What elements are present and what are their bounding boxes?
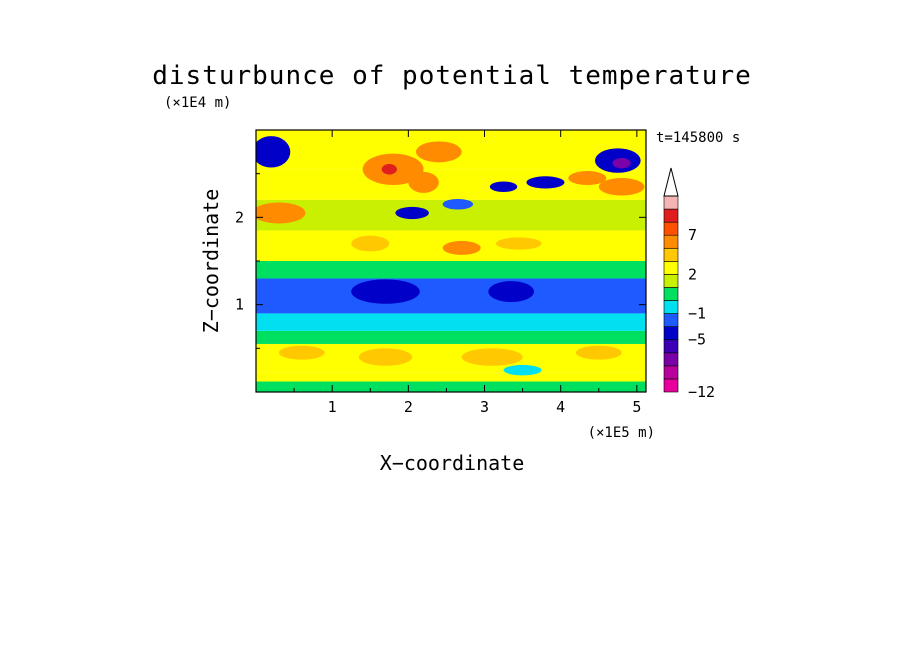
x-tick-label-2: 2: [404, 398, 413, 416]
x-tick-label-4: 4: [556, 398, 565, 416]
y-axis: 12: [235, 173, 646, 349]
y-unit-label: (×1E4 m): [164, 95, 231, 111]
field-feature-15: [489, 181, 518, 193]
colorbar-swatch-8: [663, 274, 679, 288]
field-feature-21: [358, 348, 413, 366]
field-feature-7: [442, 240, 481, 255]
chart-title: disturbunce of potential temperature: [152, 61, 752, 91]
field-feature-19: [301, 280, 348, 295]
colorbar-extend-arrow: [663, 167, 679, 197]
field-feature-9: [351, 235, 390, 252]
field-feature-10: [256, 136, 291, 168]
field-feature-12: [612, 157, 631, 169]
x-tick-label-1: 1: [328, 398, 337, 416]
y-tick-label-2: 2: [235, 208, 244, 226]
colorbar-swatch-11: [663, 234, 679, 249]
colorbar-label-4: 7: [688, 226, 697, 244]
contour-field: [256, 130, 646, 392]
x-axis: 1 2 3 4 5: [293, 130, 641, 416]
field-feature-22: [461, 348, 523, 366]
colorbar-label-0: −12: [688, 383, 715, 401]
x-tick-label-3: 3: [480, 398, 489, 416]
field-band-0: [256, 381, 646, 392]
field-band-3: [256, 330, 646, 344]
field-band-6: [256, 261, 646, 279]
colorbar-swatch-13: [663, 208, 679, 223]
field-band-4: [256, 313, 646, 331]
colorbar-swatch-7: [663, 287, 679, 301]
field-feature-5: [568, 171, 607, 186]
x-tick-label-5: 5: [632, 398, 641, 416]
time-label: t=145800 s: [656, 130, 740, 146]
colorbar-swatch-10: [663, 247, 679, 262]
field-feature-0: [256, 202, 306, 224]
colorbar-swatch-0: [663, 378, 679, 393]
colorbar-swatch-1: [663, 365, 679, 380]
colorbar-swatch-4: [663, 326, 679, 341]
field-feature-20: [560, 295, 607, 306]
field-feature-25: [503, 364, 542, 376]
x-unit-label: (×1E5 m): [588, 425, 655, 441]
field-feature-18: [488, 281, 535, 303]
field-feature-3: [408, 171, 439, 193]
colorbar-swatch-6: [663, 300, 679, 314]
colorbar-swatch-12: [663, 221, 679, 236]
colorbar-swatch-9: [663, 261, 679, 275]
field-band-1: [256, 372, 646, 382]
field-feature-14: [442, 198, 474, 210]
field-feature-13: [395, 206, 429, 220]
colorbar: −12−5−127: [663, 167, 715, 401]
field-feature-17: [351, 279, 420, 304]
field-feature-8: [495, 237, 542, 250]
field-feature-24: [278, 345, 325, 360]
colorbar-swatch-2: [663, 352, 679, 367]
y-tick-label-1: 1: [235, 296, 244, 314]
colorbar-swatch-14: [663, 195, 679, 210]
colorbar-swatch-5: [663, 313, 679, 327]
colorbar-label-1: −5: [688, 331, 706, 349]
field-feature-6: [598, 178, 645, 196]
colorbar-swatch-3: [663, 339, 679, 354]
field-feature-2: [381, 164, 397, 175]
colorbar-label-2: −1: [688, 305, 706, 323]
colorbar-label-3: 2: [688, 265, 697, 283]
y-axis-label: Z−coordinate: [199, 189, 223, 334]
x-axis-label: X−coordinate: [380, 451, 525, 475]
field-feature-4: [415, 141, 462, 163]
field-feature-16: [526, 176, 565, 189]
field-feature-23: [575, 345, 622, 360]
